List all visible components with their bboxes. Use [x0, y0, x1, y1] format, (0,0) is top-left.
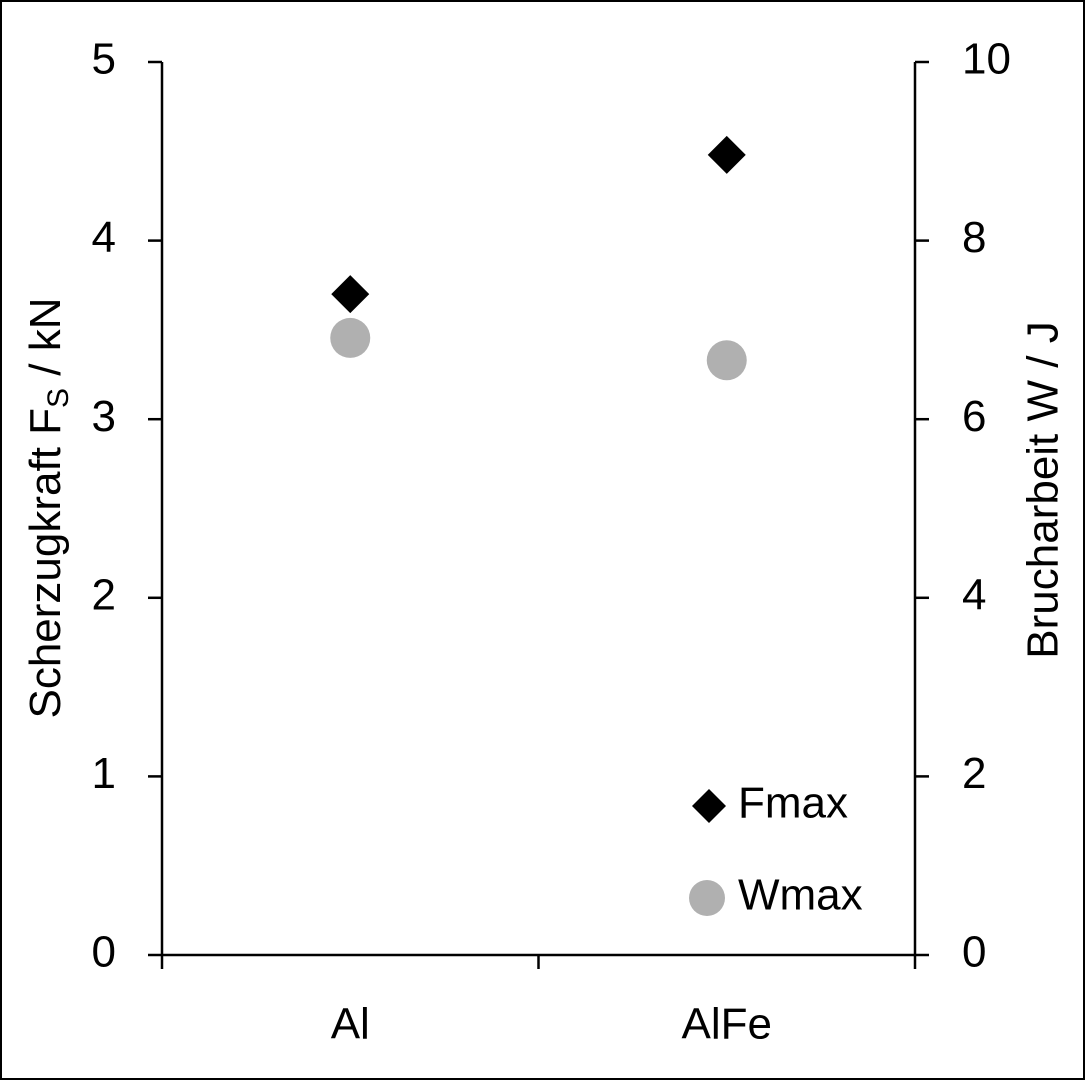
y-label-sub: S: [42, 388, 75, 408]
y2-tick-label: 8: [962, 213, 986, 262]
y2-tick-label: 6: [962, 392, 986, 441]
legend-marker: [692, 789, 726, 823]
y2-axis-label: Brucharbeit W / J: [1019, 321, 1068, 658]
y-label-main: Scherzugkraft F: [21, 408, 70, 719]
y-label-unit: / kN: [21, 297, 70, 387]
y-tick-label: 5: [92, 35, 116, 84]
point: [330, 317, 371, 358]
y2-tick-label: 10: [962, 35, 1011, 84]
point: [706, 340, 747, 381]
y-tick-label: 1: [92, 749, 116, 798]
y2-tick-label: 4: [962, 570, 986, 619]
legend-marker: [689, 880, 725, 916]
y-tick-label: 0: [92, 928, 116, 977]
y-tick-label: 3: [92, 392, 116, 441]
point: [331, 275, 370, 314]
y-tick-label: 2: [92, 570, 116, 619]
x-tick-label: AlFe: [682, 1000, 772, 1049]
y-axis-label: Scherzugkraft FS / kN: [21, 297, 75, 718]
x-tick-label: Al: [331, 1000, 370, 1049]
y2-tick-label: 2: [962, 749, 986, 798]
y2-tick-label: 0: [962, 928, 986, 977]
legend-label: Fmax: [738, 779, 848, 828]
legend-label: Wmax: [738, 871, 863, 920]
point: [707, 135, 746, 174]
y-tick-label: 4: [92, 213, 116, 262]
